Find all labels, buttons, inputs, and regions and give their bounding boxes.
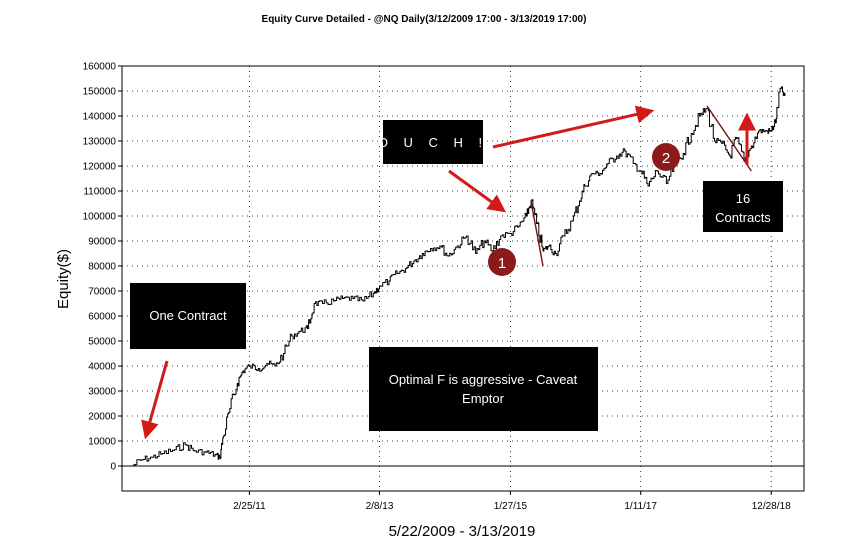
optimal-f-annotation: Optimal F is aggressive - Caveat Emptor [369, 347, 598, 431]
contracts-label-line1: 16 [736, 191, 750, 206]
chart-title: Equity Curve Detailed - @NQ Daily(3/12/2… [262, 14, 587, 25]
x-tick-label: 12/28/18 [752, 501, 791, 512]
equity-curve-line [132, 86, 786, 467]
y-tick-label: 120000 [83, 162, 117, 173]
x-tick-label: 2/25/11 [233, 501, 266, 512]
y-axis-label: Equity($) [55, 249, 72, 309]
drawdown-line-2 [706, 105, 752, 172]
plot-area-border [121, 65, 805, 492]
arrow-one-contract [141, 360, 169, 440]
ouch-label: O U C H ! [378, 135, 488, 150]
badge-2-label: 2 [662, 150, 670, 167]
arrow-ouch-to-drawdown-1 [448, 169, 507, 213]
y-tick-label: 160000 [83, 62, 117, 73]
optimal-f-label-line1: Optimal F is aggressive - Caveat [389, 372, 578, 387]
badge-1-label: 1 [498, 255, 506, 272]
y-tick-label: 140000 [83, 112, 117, 123]
ouch-annotation: O U C H ! [378, 120, 488, 164]
y-tick-label: 50000 [88, 337, 116, 348]
x-axis-label: 5/22/2009 - 3/13/2019 [389, 523, 536, 540]
contracts-annotation: 16 Contracts [703, 181, 783, 232]
y-tick-label: 90000 [88, 237, 116, 248]
x-tick-label: 1/27/15 [494, 501, 528, 512]
x-axis-ticks: 2/25/11 2/8/13 1/27/15 1/11/17 12/28/18 [233, 491, 791, 512]
arrow-ouch-to-drawdown-2 [492, 105, 655, 149]
y-tick-label: 110000 [83, 187, 116, 198]
optimal-f-label-line2: Emptor [462, 391, 505, 406]
y-tick-label: 0 [110, 462, 116, 473]
x-tick-label: 1/11/17 [624, 501, 657, 512]
x-tick-label: 2/8/13 [366, 501, 394, 512]
y-axis-ticks: 0 10000 20000 30000 40000 50000 60000 70000 8000… [83, 62, 122, 473]
contracts-label-line2: Contracts [715, 210, 771, 225]
y-tick-label: 70000 [88, 287, 116, 298]
one-contract-label: One Contract [149, 308, 227, 323]
y-tick-label: 80000 [88, 262, 116, 273]
y-tick-label: 20000 [88, 412, 116, 423]
badge-drawdown-1: 1 [488, 248, 516, 276]
y-tick-label: 10000 [88, 437, 116, 448]
one-contract-annotation: One Contract [130, 283, 246, 349]
y-tick-label: 60000 [88, 312, 116, 323]
y-tick-label: 30000 [88, 387, 116, 398]
y-tick-label: 130000 [83, 137, 117, 148]
drawdown-line-1 [530, 200, 544, 267]
badge-drawdown-2: 2 [652, 143, 680, 171]
drawdown-lines [530, 105, 752, 267]
y-tick-label: 150000 [83, 87, 117, 98]
y-tick-label: 100000 [83, 212, 117, 223]
y-tick-label: 40000 [88, 362, 116, 373]
